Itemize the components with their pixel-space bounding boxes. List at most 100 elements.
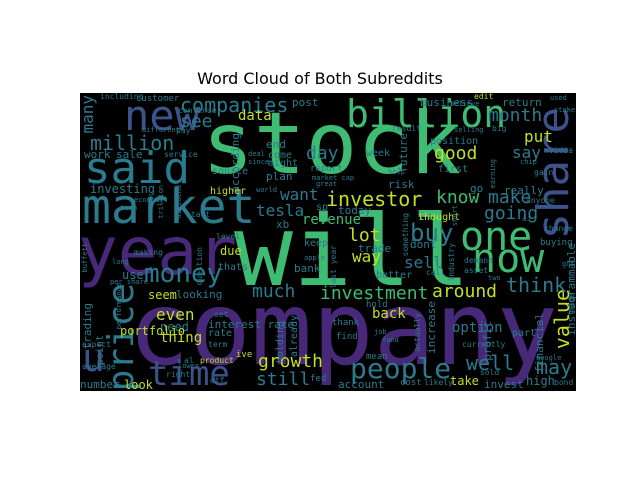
word-higher: higher [210,186,247,197]
word-seem: seem [148,288,177,302]
word-end: end [266,138,286,151]
word-interest_rate: interest rate [208,318,295,331]
word-continue: continue [178,106,217,115]
word-number: number [80,378,120,391]
word-fed: fed [310,374,327,384]
word-actually: actually [413,313,422,352]
word-team: team [120,204,137,212]
word-great: great [316,180,338,188]
word-tesla: tesla [256,201,305,220]
word-expect: expect [82,340,111,349]
word-believe: believe [450,100,480,108]
word-dividend: dividend [175,185,183,219]
word-use: use [122,268,144,282]
word-post: post [292,96,319,109]
word-sp: sp [316,202,329,213]
word-im: im [418,210,432,223]
word-xb: xb [276,218,290,231]
word-people: people [350,352,452,385]
word-nvidia: nvidia [544,146,573,155]
word-part: part [512,328,537,339]
word-high: high [526,374,555,388]
word-hold: hold [366,300,388,310]
word-good: good [434,143,478,164]
word-trade: trade [358,242,392,255]
word-product: product [200,356,234,365]
word-industry: industry [447,243,456,282]
word-two: two [488,274,501,282]
word-world: world [256,186,278,194]
word-making: making [134,248,163,257]
word-month: month [488,105,543,126]
word-level: level [216,232,241,241]
word-better: better [376,270,413,281]
word-big: big [492,124,507,133]
word-dont: dont [410,238,437,251]
word-including: including [100,93,144,101]
word-likely: likely [424,378,453,387]
word-demand: demand [464,256,493,265]
word-apple: apple [304,254,326,262]
word-billion: billion [346,93,507,136]
word-customer: customer [136,94,180,104]
word-going: going [484,203,539,224]
word-said: said [84,143,190,194]
word-selling: selling [454,126,484,134]
word-u: u [82,336,105,380]
word-used: used [550,94,567,102]
word-set: set [214,310,229,319]
word-anyone: anyone [526,196,555,205]
word-want: want [280,185,319,204]
word-buy: buy [410,219,454,247]
word-financial: financial [533,313,546,373]
word-million: million [90,131,175,155]
word-short: short [451,205,459,227]
word-companies: companies [180,93,289,117]
word-much: much [252,281,296,302]
word-google: google [536,354,562,362]
word-increase: increase [425,301,438,354]
word-thing: thing [160,330,203,346]
word-ai: ai [522,214,532,223]
word-future: future [397,133,410,173]
word-day: day [306,143,339,164]
word-cost: cost [400,378,422,388]
word-source: source [212,166,249,177]
word-sell: sell [404,253,443,272]
word-need: need [160,320,189,334]
word-thank: thank [332,318,360,328]
word-will: will [234,195,471,309]
word-report: report [310,164,343,174]
word-asset: asset [464,266,489,275]
word-say: say [512,143,541,162]
word-average: average [82,362,116,371]
word-rate: rate [208,328,233,339]
word-revenue: revenue [302,212,362,228]
word-plan: plan [266,170,293,183]
word-return: return [502,96,542,109]
word-already: already [289,315,300,358]
word-ive: ive [236,350,253,360]
word-last_year: last year [329,245,338,289]
word-come: come [268,150,293,161]
word-position: position [430,136,479,147]
word-deal: deal [248,150,265,158]
word-think: think [506,273,567,297]
word-got: got [562,260,575,268]
word-performance: performance [115,283,123,330]
word-right: right [166,370,191,379]
word-edit: edit [474,93,494,101]
word-currently: currently [462,340,506,349]
word-change: change [544,224,573,233]
word-stock: stock [202,94,461,194]
word-long: long [112,258,129,266]
word-work: work [84,148,111,161]
word-way: way [352,247,381,266]
word-buffett: buffett [81,243,89,273]
word-lot: lot [348,225,381,246]
word-cloud: company stock will year market said new … [80,93,576,391]
word-help: help [388,168,405,176]
word-back: back [372,306,406,322]
word-risk: risk [388,178,415,191]
word-now: now [472,236,545,282]
